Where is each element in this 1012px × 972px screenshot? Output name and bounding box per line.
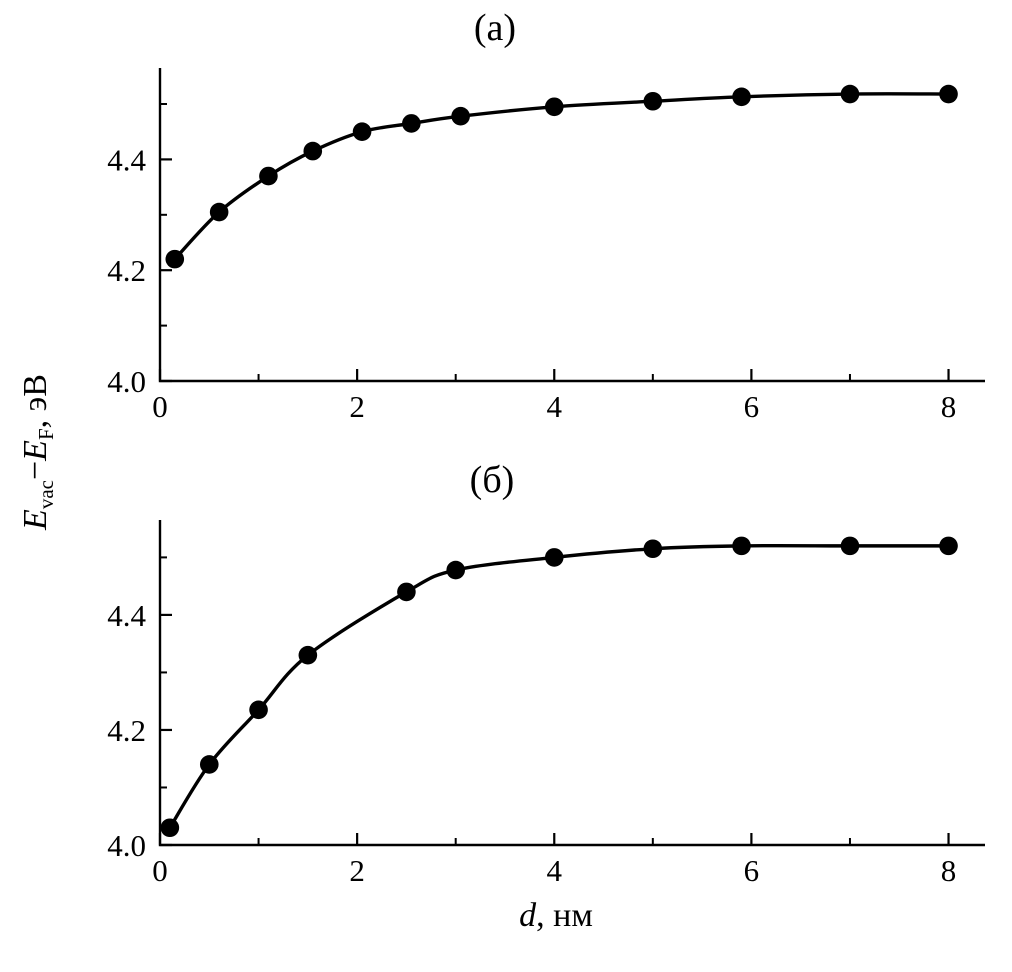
x-axis-label: d, нм: [519, 897, 593, 935]
y-label-minus: −: [17, 460, 54, 480]
x-tick-label: 4: [547, 853, 563, 888]
panel-b-axes: 0 2 4 6 8 4.0 4.2 4.4: [107, 520, 985, 888]
axis-spines: [158, 68, 985, 383]
y-tick-label: 4.4: [107, 598, 146, 633]
y-tick-label: 4.0: [107, 364, 146, 399]
data-point-marker: [643, 539, 663, 559]
data-point-marker: [732, 87, 751, 107]
data-point-marker: [732, 536, 751, 556]
data-point-marker: [199, 755, 219, 774]
x-tick-label: 2: [349, 389, 365, 424]
y-tick-label: 4.2: [107, 713, 146, 748]
panel-a-axes: 0 2 4 6 8 4.0 4.2 4.4: [107, 68, 985, 424]
x-tick-label: 6: [744, 389, 760, 424]
data-point-marker: [840, 84, 860, 104]
data-point-marker: [446, 560, 465, 580]
y-label-E2: E: [17, 440, 54, 461]
data-point-marker: [209, 202, 229, 222]
data-point-marker: [402, 114, 421, 133]
y-axis-label: Evac−EF, эВ: [17, 374, 58, 530]
y-label-units: , эВ: [17, 374, 54, 429]
data-point-marker: [939, 84, 958, 104]
x-tick-label: 8: [941, 853, 957, 888]
y-tick-label: 4.2: [107, 253, 146, 288]
axis-spines: [158, 520, 985, 847]
x-tick-label: 0: [152, 389, 168, 424]
x-tick-label: 4: [547, 389, 563, 424]
data-point-marker: [298, 645, 318, 665]
data-line: [173, 92, 951, 261]
x-tick-label: 2: [349, 853, 365, 888]
y-label-sub-vac: vac: [34, 480, 58, 510]
data-point-marker: [544, 97, 564, 117]
data-point-marker: [840, 536, 860, 556]
panel-a-title: (а): [473, 7, 517, 49]
panel-b-title: (б): [469, 459, 515, 501]
data-point-marker: [643, 91, 663, 111]
x-label-units: , нм: [536, 897, 593, 934]
data-point-marker: [303, 141, 323, 161]
x-label-variable: d: [519, 897, 537, 934]
data-point-marker: [160, 818, 180, 838]
data-point-marker: [259, 166, 278, 186]
data-point-marker: [939, 536, 958, 556]
y-label-sub-F: F: [34, 428, 58, 441]
y-tick-label: 4.4: [107, 142, 146, 177]
x-tick-label: 0: [152, 853, 168, 888]
data-point-marker: [397, 582, 416, 602]
y-label-E1: E: [17, 509, 54, 530]
y-tick-label: 4.0: [107, 828, 146, 863]
x-tick-label: 6: [744, 853, 760, 888]
data-point-marker: [544, 548, 564, 567]
x-tick-label: 8: [941, 389, 957, 424]
data-point-marker: [249, 700, 268, 720]
data-point-marker: [352, 122, 372, 142]
data-point-marker: [165, 249, 185, 269]
data-line: [168, 543, 951, 830]
data-point-marker: [451, 106, 470, 126]
